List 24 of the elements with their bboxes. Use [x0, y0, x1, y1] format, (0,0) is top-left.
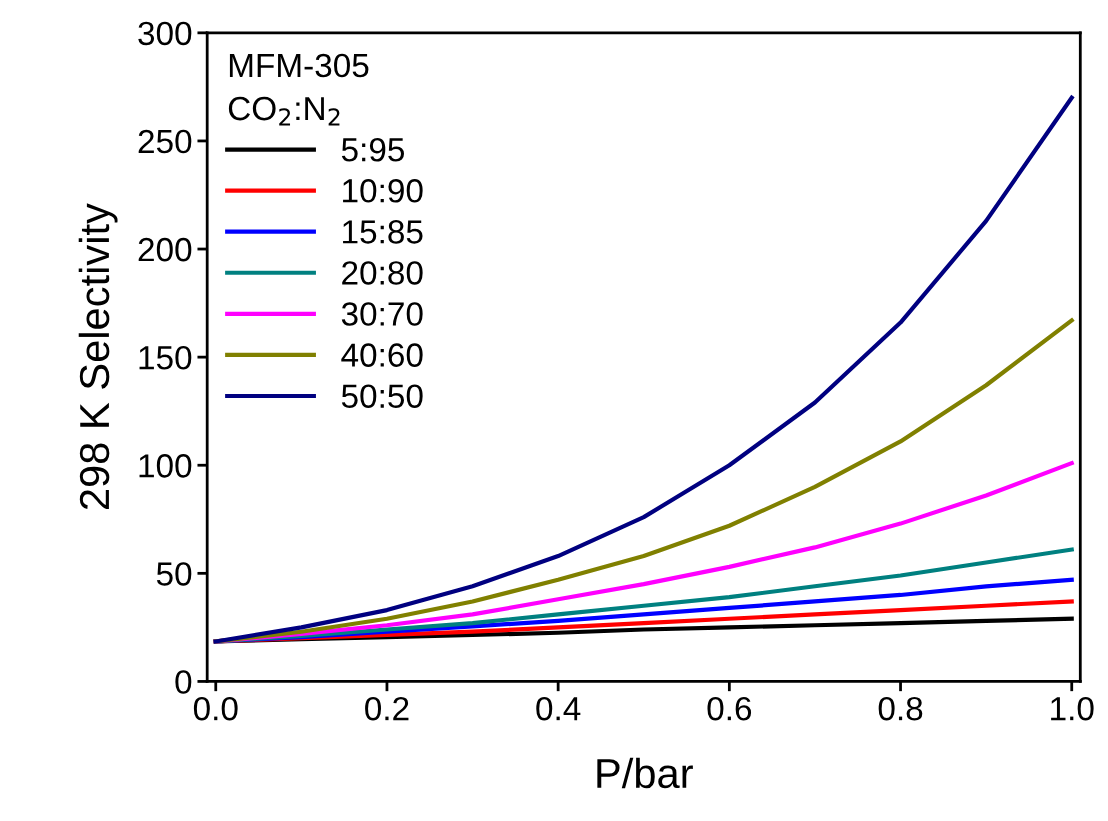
legend-label: 50:50 — [341, 384, 423, 408]
legend-title: MFM-305 CO$_{2}$:N$_{2}$ — [228, 53, 369, 126]
y-tick-label: 100 — [139, 454, 192, 478]
x-tick-label: 0.6 — [707, 696, 752, 721]
x-tick-label: 0.4 — [536, 696, 581, 721]
y-tick-label: 300 — [138, 21, 192, 46]
legend-label: 20:80 — [342, 261, 423, 285]
y-tick-label: 0 — [175, 670, 192, 694]
y-axis-title: 298 K Selectivity — [78, 203, 118, 510]
x-tick-label: 1.0 — [1051, 696, 1094, 721]
legend-label: 5:95 — [341, 137, 405, 162]
line-series — [213, 95, 1074, 644]
x-axis-title: P/bar — [597, 757, 693, 789]
legend-label: 40:60 — [341, 343, 423, 367]
y-tick-label: 250 — [138, 129, 192, 154]
y-tick-label: 150 — [139, 345, 192, 370]
y-tick-label: 200 — [138, 237, 192, 262]
x-tick-label: 0.0 — [193, 696, 238, 721]
x-tick-label: 0.2 — [365, 696, 409, 721]
legend-label: 10:90 — [343, 179, 423, 203]
legend-label: 30:70 — [341, 302, 423, 326]
y-tick-label: 50 — [156, 562, 192, 586]
legend-label: 15:85 — [343, 220, 423, 244]
x-tick-label: 0.8 — [878, 696, 923, 721]
